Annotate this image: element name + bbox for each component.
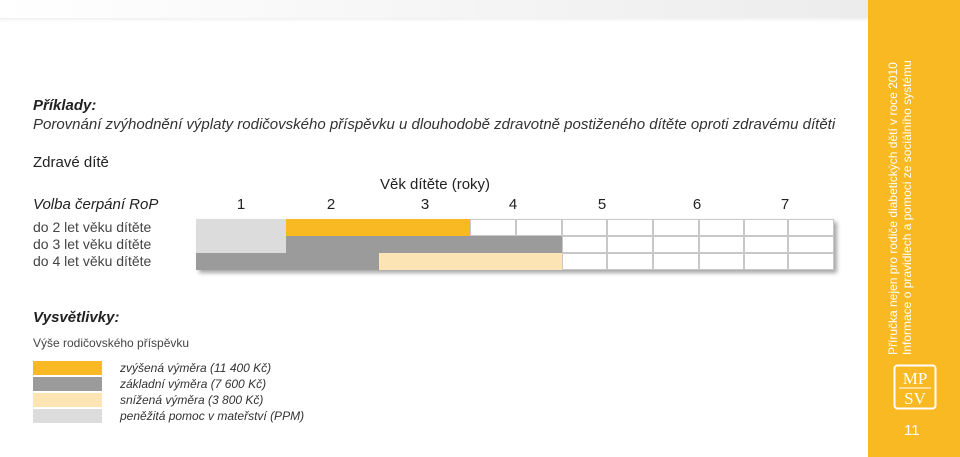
grid-cell <box>286 253 333 270</box>
grid-cell <box>196 253 241 270</box>
legend-swatch-zvysena <box>33 361 102 375</box>
grid-cell <box>470 219 516 236</box>
legend-label: snížená výměra (3 800 Kč) <box>120 393 264 407</box>
age-number: 1 <box>236 196 246 213</box>
grid-cell <box>286 236 333 253</box>
grid-cell <box>379 219 424 236</box>
grid-cell <box>788 236 834 253</box>
grid-cell <box>607 219 653 236</box>
grid-cell <box>788 253 834 270</box>
grid-cell <box>744 236 788 253</box>
age-number: 7 <box>780 196 790 213</box>
grid-cell <box>424 219 470 236</box>
legend-label: zvýšená výměra (11 400 Kč) <box>120 361 272 375</box>
legend-title: Vysvětlivky: <box>33 309 120 326</box>
sidebar-line-1: Příručka nejen pro rodiče diabetických d… <box>886 62 900 355</box>
grid-cell <box>744 253 788 270</box>
row-label: do 3 let věku dítěte <box>33 236 152 252</box>
grid-cell <box>607 236 653 253</box>
grid-cell <box>286 219 333 236</box>
sidebar <box>868 0 960 457</box>
row-label: do 4 let věku dítěte <box>33 253 152 269</box>
grid-cell <box>470 236 516 253</box>
legend-subtitle: Výše rodičovského příspěvku <box>33 336 190 350</box>
grid-cell <box>607 253 653 270</box>
choice-label: Volba čerpání RoP <box>33 196 159 213</box>
page-number: 11 <box>904 422 920 439</box>
sidebar-title: Příručka nejen pro rodiče diabetických d… <box>886 35 914 355</box>
grid-cell <box>424 236 470 253</box>
age-number: 2 <box>326 196 336 213</box>
grid-cell <box>699 219 744 236</box>
age-number: 3 <box>420 196 430 213</box>
grid-cell <box>744 219 788 236</box>
grid-cell <box>241 253 286 270</box>
logo-text-bottom: SV <box>904 389 926 408</box>
grid-cell <box>196 219 241 236</box>
age-number: 4 <box>508 196 518 213</box>
grid-cell <box>333 253 379 270</box>
grid-cell <box>516 236 562 253</box>
grid-cell <box>653 219 699 236</box>
logo-text-top: MP <box>903 369 928 388</box>
legend-swatch-zakladni <box>33 377 102 391</box>
grid-cell <box>333 236 379 253</box>
grid-cell <box>470 253 516 270</box>
grid-cell <box>516 253 562 270</box>
grid-cell <box>379 253 424 270</box>
grid-cell <box>424 253 470 270</box>
heading: Příklady: <box>33 97 97 114</box>
grid-cell <box>562 219 607 236</box>
age-number: 6 <box>692 196 702 213</box>
grid-cell <box>653 236 699 253</box>
grid-cell <box>562 253 607 270</box>
row-label: do 2 let věku dítěte <box>33 219 152 235</box>
grid-cell <box>699 253 744 270</box>
legend-label: základní výměra (7 600 Kč) <box>120 377 267 391</box>
sidebar-line-2: Informace o pravidlech a pomoci ze sociá… <box>900 60 914 355</box>
top-bar-shadow <box>0 18 868 22</box>
legend-swatch-snizena <box>33 393 102 407</box>
grid-cell <box>788 219 834 236</box>
subheading: Porovnání zvýhodnění výplaty rodičovskéh… <box>33 116 836 133</box>
grid-cell <box>562 236 607 253</box>
grid-cell <box>241 236 286 253</box>
age-header: Věk dítěte (roky) <box>380 176 491 193</box>
grid-cell <box>333 219 379 236</box>
grid-cell <box>241 219 286 236</box>
mpsv-logo-icon: MP SV <box>893 364 937 410</box>
grid-cell <box>699 236 744 253</box>
section-title: Zdravé dítě <box>33 154 109 171</box>
legend-label: peněžitá pomoc v mateřství (PPM) <box>120 409 305 423</box>
age-number: 5 <box>597 196 607 213</box>
legend-swatch-ppm <box>33 409 102 423</box>
grid-cell <box>379 236 424 253</box>
benefit-grid <box>196 219 834 270</box>
grid-cell <box>653 253 699 270</box>
grid-cell <box>516 219 562 236</box>
top-bar <box>0 0 868 18</box>
grid-cell <box>196 236 241 253</box>
